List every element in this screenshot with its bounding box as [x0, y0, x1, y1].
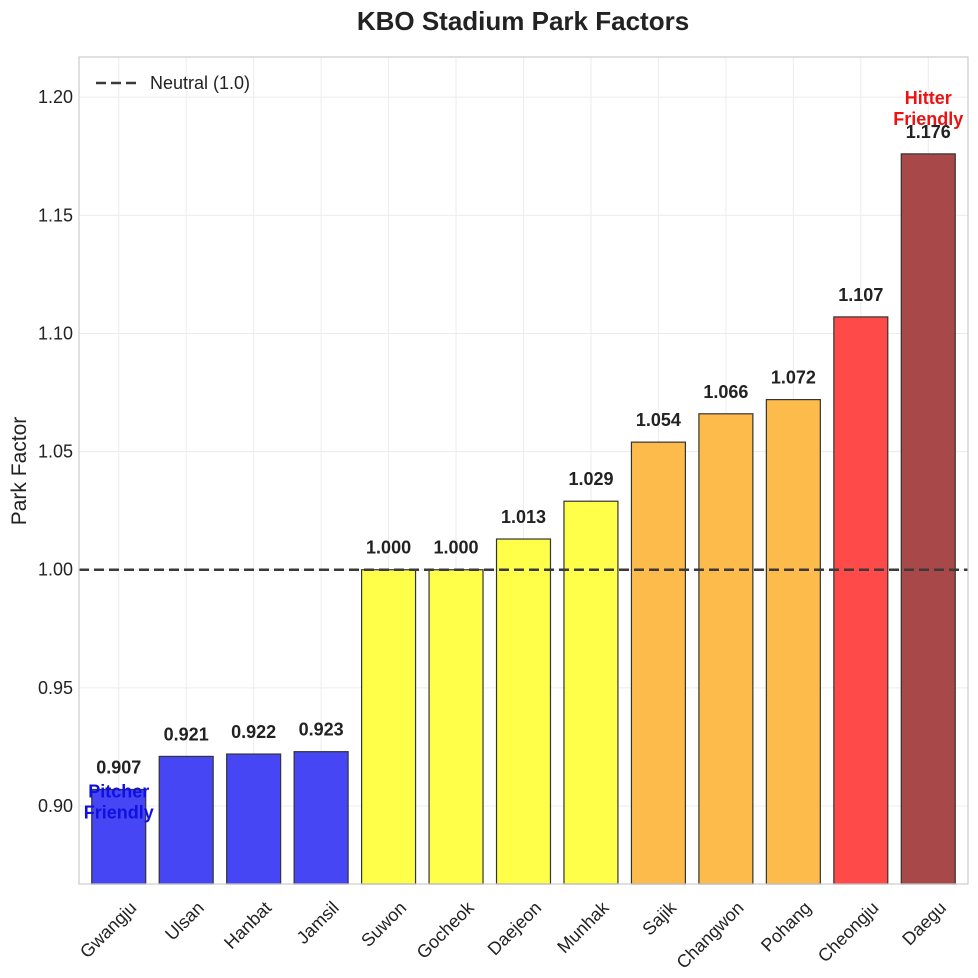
- x-tick-label: Suwon: [357, 898, 410, 951]
- chart-title: KBO Stadium Park Factors: [357, 6, 689, 36]
- value-label: 1.072: [771, 368, 816, 388]
- x-tick-label: Daejeon: [484, 898, 546, 960]
- bar-munhak: [563, 500, 619, 885]
- x-tick-label: Cheongju: [814, 898, 883, 967]
- y-tick-label: 1.15: [38, 205, 73, 225]
- y-axis-label: Park Factor: [8, 417, 31, 526]
- y-tick-label: 1.00: [38, 560, 73, 580]
- annotation-text: Pitcher: [88, 781, 149, 801]
- bar-cheongju: [833, 316, 889, 885]
- bar-jamsil: [293, 751, 349, 885]
- bar-pohang: [765, 399, 821, 885]
- x-tick-label: Hanbat: [220, 898, 275, 953]
- value-label: 1.176: [906, 122, 951, 142]
- x-tick-label: Ulsan: [161, 898, 208, 945]
- value-label: 1.066: [703, 382, 748, 402]
- y-tick-label: 1.10: [38, 323, 73, 343]
- annotation-text: Hitter: [905, 88, 952, 108]
- annotation-text: Friendly: [893, 109, 963, 129]
- x-tick-label: Pohang: [757, 898, 815, 956]
- bar-daegu: [900, 153, 956, 885]
- value-label: 0.907: [96, 757, 141, 777]
- value-label: 1.000: [434, 538, 479, 558]
- value-label: 1.029: [568, 469, 613, 489]
- value-label: 0.921: [164, 724, 209, 744]
- value-label: 0.922: [231, 722, 276, 742]
- value-label: 1.013: [501, 507, 546, 527]
- bar-gwangju: [91, 788, 147, 885]
- y-tick-label: 0.90: [38, 796, 73, 816]
- value-labels: 0.907 0.921 0.922 0.923 1.000 1.000 1.013 1.029…: [96, 122, 951, 778]
- bar-changwon: [698, 413, 754, 885]
- value-label: 1.000: [366, 538, 411, 558]
- value-label: 0.923: [299, 720, 344, 740]
- y-tick-label: 0.95: [38, 678, 73, 698]
- bars: [91, 153, 956, 885]
- value-label: 1.107: [838, 285, 883, 305]
- bar-ulsan: [158, 755, 214, 885]
- y-tick-label: 1.05: [38, 442, 73, 462]
- x-tick-label: Changwon: [673, 898, 748, 973]
- x-tick-label: Gwangju: [76, 898, 140, 962]
- y-tick-label: 1.20: [38, 87, 73, 107]
- bar-hanbat: [226, 753, 282, 885]
- x-tick-label: Sajik: [638, 897, 680, 939]
- bar-gocheok: [428, 569, 484, 885]
- bar-sajik: [630, 441, 687, 885]
- x-tick-label: Gocheok: [413, 897, 479, 963]
- bar-suwon: [360, 569, 417, 885]
- y-tick-labels: 0.90 0.95 1.00 1.05 1.10 1.15 1.20: [38, 87, 73, 816]
- x-tick-label: Daegu: [898, 898, 950, 950]
- plot-frame: [78, 56, 969, 885]
- annotation-text: Friendly: [84, 802, 154, 822]
- value-label: 1.054: [636, 410, 681, 430]
- x-tick-labels: Gwangju Ulsan Hanbat Jamsil Suwon Gocheok Daej…: [76, 897, 950, 973]
- legend: Neutral (1.0): [96, 73, 250, 93]
- legend-label: Neutral (1.0): [150, 73, 250, 93]
- x-tick-label: Jamsil: [293, 898, 343, 948]
- bar-daejeon: [495, 538, 552, 885]
- x-tick-label: Munhak: [553, 897, 613, 957]
